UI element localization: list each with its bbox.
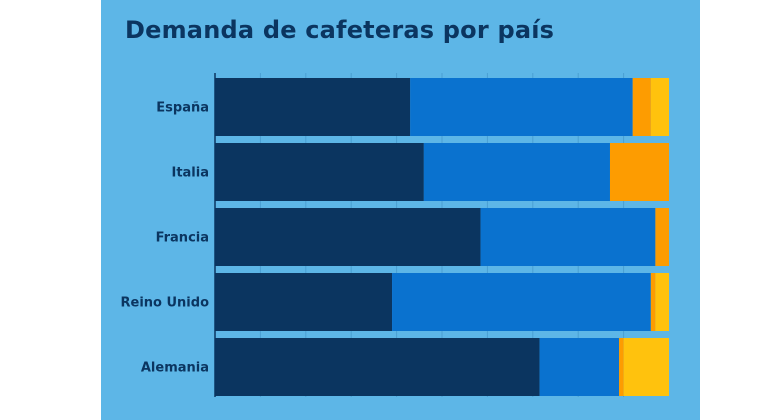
category-label: España [156,101,209,116]
chart-title: Demanda de cafeteras por país [125,16,555,44]
bar-segment-2[interactable] [539,338,620,396]
bar-segment-1[interactable] [215,273,393,331]
bar-segment-3[interactable] [632,78,651,136]
bar-segment-2[interactable] [423,143,610,201]
bar-segment-2[interactable] [410,78,633,136]
category-label: Reino Unido [121,296,210,311]
bar-segment-1[interactable] [215,78,411,136]
bars [215,78,669,396]
category-label: Alemania [141,361,209,376]
bar-segment-3[interactable] [650,273,656,331]
bar-segment-2[interactable] [480,208,656,266]
bar-segment-1[interactable] [215,143,424,201]
bar-segment-4[interactable] [623,338,669,396]
category-label: Italia [171,166,209,181]
category-labels: España Italia Francia Reino Unido Alemania [121,101,210,376]
bar-segment-4[interactable] [650,78,669,136]
bar-segment-2[interactable] [392,273,651,331]
bar-segment-1[interactable] [215,208,481,266]
bar-segment-3[interactable] [619,338,624,396]
bar-segment-3[interactable] [609,143,669,201]
bar-segment-4[interactable] [655,273,669,331]
bar-segment-1[interactable] [215,338,540,396]
category-label: Francia [156,231,209,246]
bar-segment-3[interactable] [655,208,669,266]
